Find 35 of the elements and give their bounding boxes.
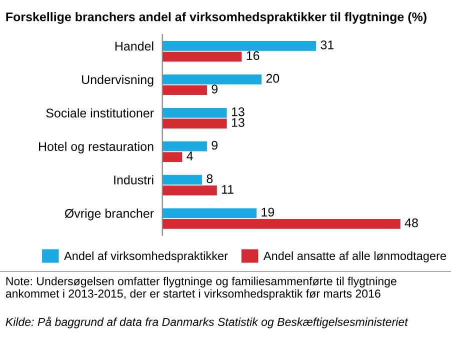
y-tick-label: Handel <box>115 41 154 51</box>
y-tick-label: Øvrige brancher <box>64 208 154 220</box>
y-tick-label: Industri <box>114 175 154 184</box>
chart-title: Forskellige branchers andel af virksomhedspraktikker til flygtninge (%) <box>6 12 426 24</box>
y-tick-label: Hotel og restauration <box>39 142 154 154</box>
data-label: 11 <box>222 185 234 194</box>
text: Kilde: På baggrund af data fra Danmarks Statistik og Beskæftigelsesministeriet <box>6 316 408 328</box>
y-tick-label: Undervisning <box>82 74 154 87</box>
data-label: 8 <box>206 174 213 184</box>
data-label: 19 <box>262 208 274 217</box>
data-label: 9 <box>212 84 218 94</box>
bar <box>162 152 182 162</box>
data-label: 31 <box>320 40 334 50</box>
data-label: 9 <box>212 140 218 150</box>
bar <box>162 108 227 118</box>
data-label: 4 <box>186 152 193 160</box>
bar <box>162 74 262 84</box>
bar <box>162 186 217 196</box>
bar <box>162 208 257 218</box>
legend-label: Andel ansatte af alle lønmodtagere <box>263 251 446 262</box>
text: Note: Undersøgelsen omfatter flygtninge og familiesammenførte til flygtninge ankommet i 2013-2015, der er startet i virksomhedspraktik før marts 2016 <box>6 276 396 300</box>
data-label: 16 <box>246 51 260 60</box>
bar <box>162 52 242 62</box>
data-label: 48 <box>404 218 418 228</box>
bar <box>162 141 207 152</box>
bar <box>162 218 400 229</box>
legend-label: Andel af virksomhedspraktikker <box>64 251 228 262</box>
data-label: 20 <box>266 74 280 83</box>
data-label: 13 <box>232 107 244 116</box>
bar <box>162 118 227 128</box>
data-label: 13 <box>232 118 244 127</box>
y-tick-label: Sociale institutioner <box>46 108 154 118</box>
bar <box>162 174 202 185</box>
bar <box>162 85 207 96</box>
bar <box>162 41 316 51</box>
